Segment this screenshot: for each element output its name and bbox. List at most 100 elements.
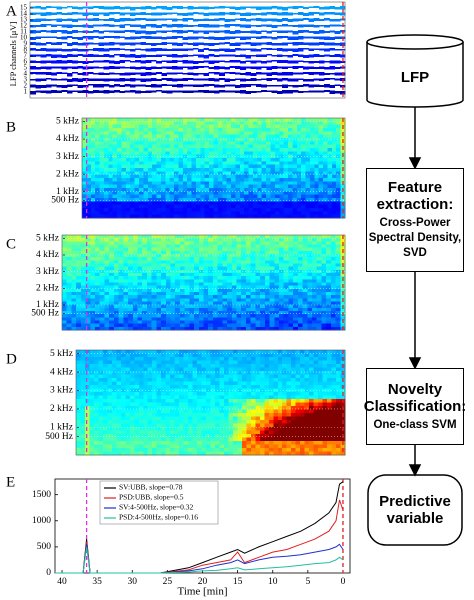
heatmap-cell <box>336 208 342 212</box>
heatmap-cell <box>128 292 134 296</box>
heatmap-cell <box>108 131 114 136</box>
trace-segment <box>177 12 183 16</box>
heatmap-cell <box>208 323 214 328</box>
heatmap-cell <box>241 254 247 258</box>
heatmap-cell <box>231 134 236 139</box>
heatmap-cell <box>241 317 247 321</box>
heatmap-cell <box>175 235 181 239</box>
heatmap-cell <box>178 181 184 186</box>
heatmap-cell <box>184 282 190 287</box>
heatmap-cell <box>208 269 214 274</box>
heatmap-cell <box>125 353 131 358</box>
heatmap-cell <box>283 320 289 325</box>
heatmap-cell <box>330 247 337 252</box>
heatmap-cell <box>182 161 188 166</box>
heatmap-cell <box>279 184 285 189</box>
heatmap-cell <box>103 134 109 139</box>
heatmap-cell <box>113 273 120 277</box>
heatmap-cell <box>252 141 258 146</box>
heatmap-cell <box>231 188 236 192</box>
heatmap-cell <box>201 371 207 375</box>
heatmap-cell <box>279 141 285 146</box>
trace-segment <box>303 18 309 21</box>
heatmap-cell <box>98 367 104 372</box>
trace-segment <box>339 6 346 10</box>
heatmap-cell <box>266 178 271 182</box>
trace-segment <box>240 24 246 28</box>
heatmap-cell <box>268 360 274 365</box>
heatmap-cell <box>116 360 122 365</box>
heatmap-cell <box>113 298 120 302</box>
heatmap-cell <box>130 198 136 202</box>
heatmap-cell <box>293 301 299 306</box>
heatmap-cell <box>112 121 118 126</box>
heatmap-cell <box>209 181 214 186</box>
trace-segment <box>124 30 131 33</box>
heatmap-cell <box>236 254 242 258</box>
heatmap-cell <box>102 360 108 365</box>
heatmap-cell <box>296 178 302 182</box>
heatmap-cell <box>174 144 179 149</box>
heatmap-cell <box>270 214 276 219</box>
heatmap-cell <box>318 138 324 142</box>
heatmap-cell <box>318 134 324 139</box>
heatmap-cell <box>259 360 265 365</box>
heatmap-cell <box>307 311 313 315</box>
heatmap-cell <box>175 276 181 280</box>
trace-segment <box>324 24 330 28</box>
heatmap-cell <box>231 304 238 309</box>
heatmap-cell <box>283 301 289 306</box>
heatmap-cell <box>99 314 105 318</box>
trace-segment <box>245 24 251 29</box>
heatmap-cell <box>331 350 337 354</box>
heatmap-cell <box>117 204 122 209</box>
heatmap-cell <box>296 171 302 176</box>
heatmap-cell <box>179 257 186 261</box>
heatmap-cell <box>241 311 247 315</box>
heatmap-cell <box>335 295 341 299</box>
heatmap-cell <box>270 131 276 136</box>
heatmap-cell <box>266 121 271 126</box>
trace-segment <box>182 42 188 45</box>
heatmap-cell <box>178 154 184 159</box>
heatmap-cell <box>95 314 101 318</box>
heatmap-cell <box>255 326 261 331</box>
trace-segment <box>266 78 272 81</box>
heatmap-cell <box>252 201 258 206</box>
heatmap-cell <box>156 151 162 156</box>
heatmap-cell <box>318 198 324 202</box>
heatmap-cell <box>99 298 105 302</box>
trace-segment <box>98 42 104 46</box>
heatmap-cell <box>82 121 87 126</box>
heatmap-cell <box>99 250 105 255</box>
trace-segment <box>124 72 131 76</box>
heatmap-cell <box>313 360 319 365</box>
heatmap-cell <box>80 235 87 239</box>
heatmap-cell <box>213 178 219 182</box>
trace-segment <box>329 60 335 64</box>
heatmap-cell <box>222 314 228 318</box>
heatmap-cell <box>331 131 337 136</box>
heatmap-cell <box>132 263 138 268</box>
heatmap-cell <box>283 273 289 277</box>
heatmap-cell <box>340 191 346 196</box>
heatmap-cell <box>118 288 124 293</box>
heatmap-cell <box>90 214 96 219</box>
heatmap-cell <box>226 191 232 196</box>
heatmap-cell <box>117 128 122 132</box>
heatmap-cell <box>296 201 302 206</box>
heatmap-cell <box>130 164 136 169</box>
heatmap-cell <box>117 201 122 206</box>
heatmap-cell <box>330 269 337 274</box>
heatmap-cell <box>203 298 209 302</box>
heatmap-cell <box>109 282 115 287</box>
heatmap-cell <box>99 134 105 139</box>
trace-segment <box>51 42 57 45</box>
heatmap-cell <box>279 138 285 142</box>
heatmap-cell <box>82 194 87 199</box>
heatmap-cell <box>318 188 324 192</box>
heatmap-cell <box>203 320 209 325</box>
heatmap-cell <box>226 124 232 129</box>
trace-segment <box>282 18 288 22</box>
heatmap-cell <box>261 204 267 209</box>
